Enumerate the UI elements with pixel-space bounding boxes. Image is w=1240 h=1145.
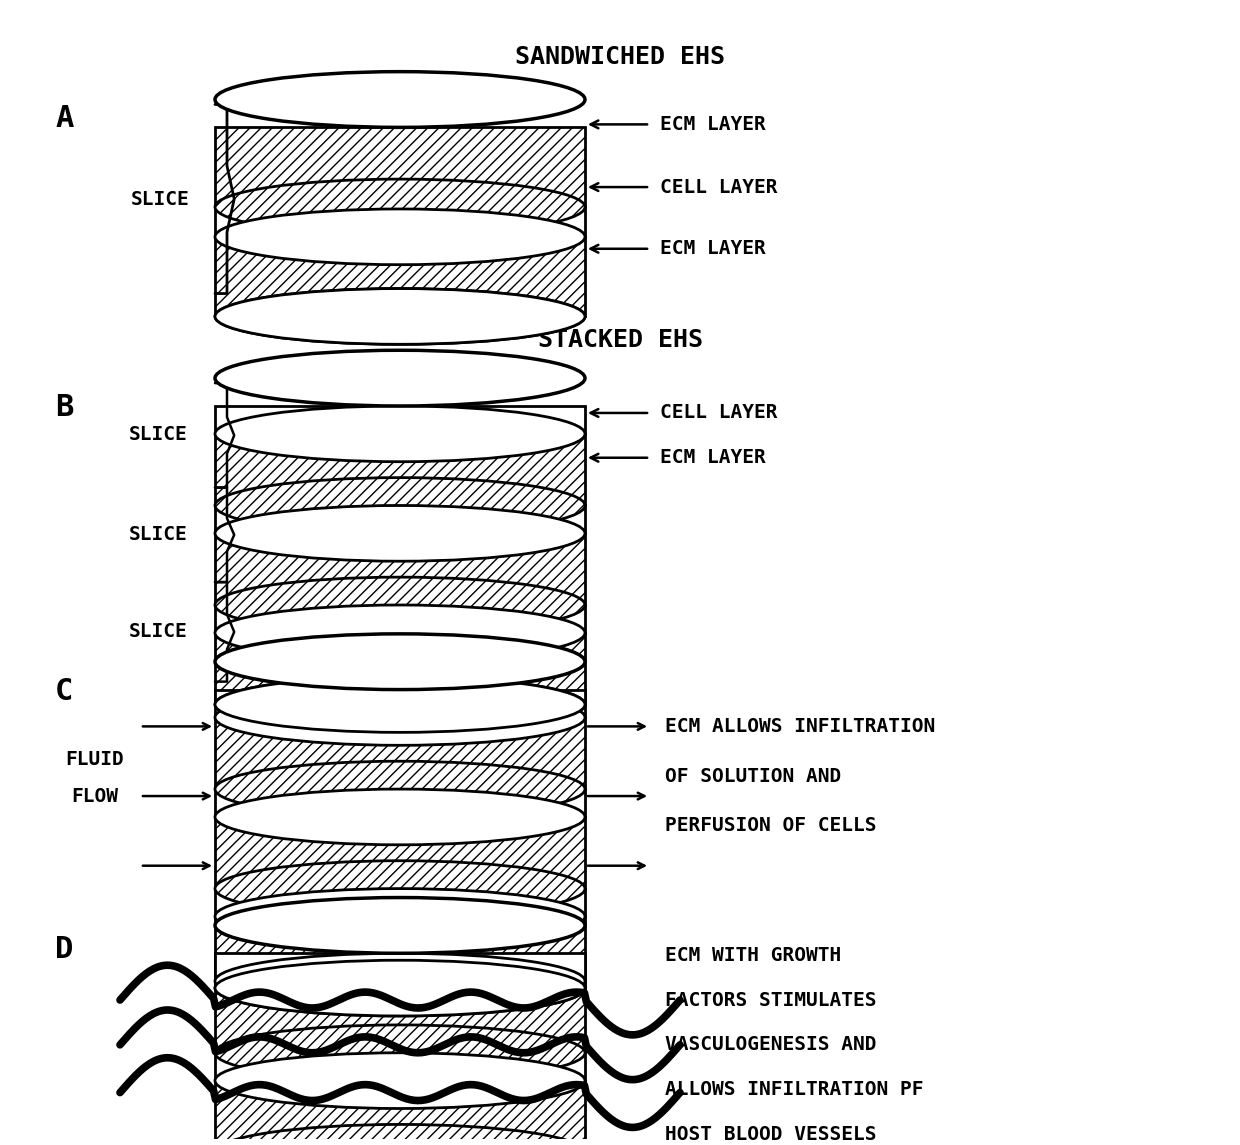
Polygon shape [215, 534, 585, 605]
Polygon shape [215, 981, 585, 1052]
Polygon shape [215, 954, 585, 981]
Text: STACKED EHS: STACKED EHS [537, 329, 703, 353]
Ellipse shape [215, 289, 585, 345]
Text: HOST BLOOD VESSELS: HOST BLOOD VESSELS [665, 1124, 877, 1144]
Text: ECM LAYER: ECM LAYER [660, 114, 766, 134]
Polygon shape [215, 207, 585, 237]
Text: FLOW: FLOW [72, 787, 119, 806]
Polygon shape [215, 505, 585, 534]
Text: OF SOLUTION AND: OF SOLUTION AND [665, 767, 841, 785]
Polygon shape [215, 816, 585, 889]
Text: ECM ALLOWS INFILTRATION: ECM ALLOWS INFILTRATION [665, 717, 935, 736]
Ellipse shape [215, 954, 585, 1009]
Ellipse shape [215, 677, 585, 733]
Text: ECM WITH GROWTH: ECM WITH GROWTH [665, 946, 841, 965]
Text: SANDWICHED EHS: SANDWICHED EHS [515, 45, 725, 69]
Text: ALLOWS INFILTRATION PF: ALLOWS INFILTRATION PF [665, 1080, 924, 1099]
Text: CELL LAYER: CELL LAYER [660, 403, 777, 423]
Text: VASCULOGENESIS AND: VASCULOGENESIS AND [665, 1035, 877, 1055]
Ellipse shape [215, 72, 585, 127]
Ellipse shape [215, 961, 585, 1016]
Ellipse shape [215, 1124, 585, 1145]
Ellipse shape [215, 406, 585, 461]
Polygon shape [215, 605, 585, 633]
Text: SLICE: SLICE [128, 623, 187, 641]
Text: ECM LAYER: ECM LAYER [660, 239, 766, 259]
Text: SLICE: SLICE [131, 190, 190, 208]
Ellipse shape [215, 889, 585, 945]
Polygon shape [215, 889, 585, 916]
Polygon shape [215, 718, 585, 789]
Ellipse shape [215, 961, 585, 1016]
Polygon shape [215, 127, 585, 207]
Text: A: A [55, 104, 73, 134]
Text: CELL LAYER: CELL LAYER [660, 177, 777, 197]
Text: SLICE: SLICE [128, 425, 187, 444]
Text: FLUID: FLUID [66, 750, 124, 768]
Text: SLICE: SLICE [128, 524, 187, 544]
Polygon shape [215, 689, 585, 718]
Text: PERFUSION OF CELLS: PERFUSION OF CELLS [665, 816, 877, 836]
Text: FACTORS STIMULATES: FACTORS STIMULATES [665, 990, 877, 1010]
Ellipse shape [215, 861, 585, 916]
Polygon shape [215, 434, 585, 505]
Ellipse shape [215, 350, 585, 406]
Polygon shape [215, 916, 585, 988]
Ellipse shape [215, 477, 585, 534]
Ellipse shape [215, 789, 585, 845]
Ellipse shape [215, 689, 585, 745]
Ellipse shape [215, 605, 585, 661]
Ellipse shape [215, 898, 585, 954]
Ellipse shape [215, 677, 585, 733]
Text: D: D [55, 935, 73, 964]
Text: C: C [55, 677, 73, 705]
Polygon shape [215, 789, 585, 816]
Polygon shape [215, 406, 585, 434]
Ellipse shape [215, 634, 585, 689]
Text: ECM LAYER: ECM LAYER [660, 448, 766, 467]
Polygon shape [215, 633, 585, 704]
Ellipse shape [215, 289, 585, 345]
Ellipse shape [215, 179, 585, 235]
Ellipse shape [215, 1025, 585, 1081]
Ellipse shape [215, 577, 585, 633]
Ellipse shape [215, 761, 585, 816]
Ellipse shape [215, 1052, 585, 1108]
Polygon shape [215, 237, 585, 316]
Polygon shape [215, 1052, 585, 1081]
Ellipse shape [215, 210, 585, 264]
Ellipse shape [215, 505, 585, 561]
Polygon shape [215, 1081, 585, 1145]
Text: B: B [55, 393, 73, 423]
